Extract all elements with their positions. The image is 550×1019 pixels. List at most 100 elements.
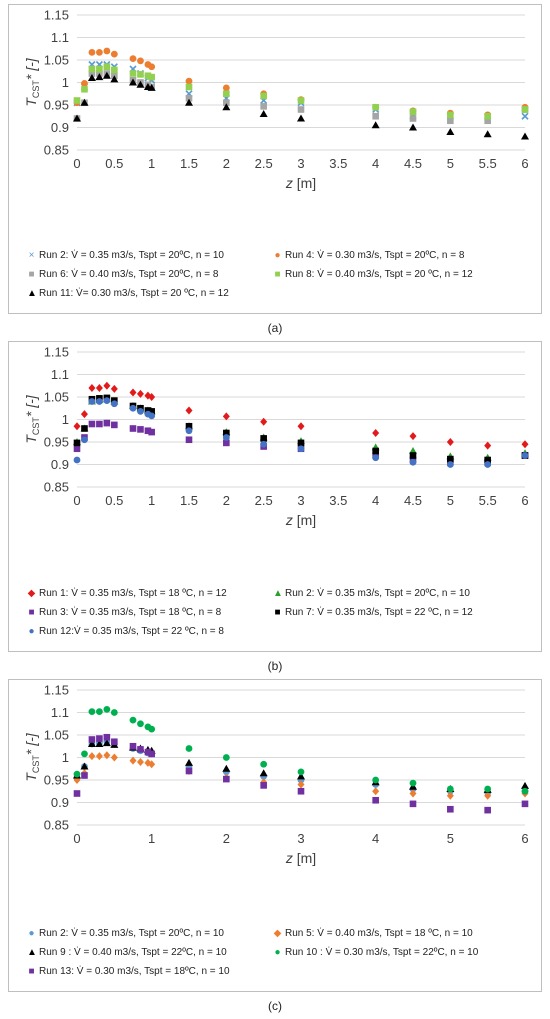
square-marker-icon: ■ [28, 607, 35, 618]
y-tick-label: 1.15 [44, 8, 69, 23]
data-point [137, 71, 144, 78]
caption-b: (b) [267, 659, 283, 673]
data-point [260, 440, 268, 448]
data-point [102, 739, 111, 747]
data-point [129, 388, 137, 397]
x-tick-label: 3 [297, 493, 304, 508]
series-5 [73, 397, 529, 468]
data-point [103, 419, 111, 427]
data-point [80, 410, 88, 419]
y-tick-label: 0.85 [44, 818, 69, 833]
data-point [87, 740, 96, 747]
x-tick-label: 1 [148, 156, 155, 171]
data-point [484, 456, 491, 464]
data-point [260, 782, 267, 789]
data-point [297, 780, 305, 789]
data-point [88, 48, 96, 56]
y-tick-label: 1.05 [44, 728, 69, 743]
data-point [185, 406, 193, 415]
y-axis-label: TCST* [-] [23, 57, 41, 106]
data-point [73, 445, 81, 453]
data-point [103, 751, 111, 760]
data-point [110, 753, 118, 762]
data-point [129, 742, 137, 750]
data-point [148, 760, 156, 769]
legend-item: ● Run 4: V̇ = 0.30 m3/s, Tspt = 20ºC, n =… [273, 249, 464, 262]
series-1 [73, 381, 529, 450]
data-point [87, 74, 96, 81]
y-tick-label: 1.15 [44, 345, 69, 360]
x-tick-label: 5 [447, 831, 454, 846]
data-point [185, 98, 193, 106]
data-point [446, 785, 454, 793]
data-point [259, 769, 268, 777]
data-point [96, 48, 103, 56]
data-point [111, 421, 118, 429]
data-point [372, 447, 379, 455]
legend-label: Run 11: V̇= 0.30 m3/s, Tspt = 20 ºC, n =… [39, 288, 229, 299]
chart-panel-b: 0.85 0.9 0.95 1 1.05 1.1 1.15 0 0.5 1 1.5 2 2.5 3 3.5 4… [8, 341, 542, 652]
x-tick-label: 2.5 [255, 156, 273, 171]
x-tick-label: 4 [372, 831, 379, 846]
y-tick-label: 1.05 [44, 390, 69, 405]
data-point [483, 130, 492, 138]
data-point [73, 439, 81, 447]
y-tick-label: 0.9 [51, 457, 69, 472]
data-point [95, 384, 103, 392]
x-tick-label: 2 [223, 831, 230, 846]
x-tick-label: 1 [148, 831, 155, 846]
y-tick-label: 1.15 [44, 683, 69, 698]
data-point [129, 756, 137, 765]
legend-item: ■ Run 13: V̇ = 0.30 m3/s, Tspt = 18ºC, n … [27, 965, 229, 978]
x-tick-label: 0 [73, 831, 80, 846]
y-tick-label: 0.85 [44, 143, 69, 158]
data-point [521, 132, 529, 140]
data-point [103, 47, 111, 55]
circle-marker-icon: ● [274, 250, 281, 261]
data-point [81, 425, 88, 432]
data-point [102, 71, 111, 79]
data-point [222, 84, 230, 92]
x-tick-label: 6 [521, 493, 528, 508]
data-point [409, 432, 417, 441]
data-point [96, 420, 103, 428]
data-point [110, 75, 119, 83]
legend-label: Run 2: V̇ = 0.35 m3/s, Tspt = 20ºC, n = … [285, 588, 470, 599]
data-point [372, 429, 380, 437]
x-tick-label: 6 [521, 831, 528, 846]
chart-b: 0.85 0.9 0.95 1 1.05 1.1 1.15 0 0.5 1 1.5 2 2.5 3 3.5 4… [23, 345, 529, 528]
data-point [148, 428, 155, 436]
x-axis-label: z [m] [285, 175, 316, 191]
data-point [409, 123, 417, 131]
legend-item: ● Run 10 : V̇ = 0.30 m3/s, Tspt = 22ºC, n… [273, 946, 478, 959]
data-point [73, 97, 81, 104]
data-point [521, 452, 529, 459]
legend-label: Run 2: V̇ = 0.35 m3/s, Tspt = 20ºC, n = … [39, 928, 224, 939]
data-point [446, 461, 454, 468]
data-point [110, 709, 118, 716]
data-point [81, 85, 88, 93]
circle-marker-icon: ● [28, 928, 35, 939]
legend-item: ● Run 2: V̇ = 0.35 m3/s, Tspt = 20ºC, n =… [27, 927, 224, 940]
diamond-marker-icon: ◆ [27, 588, 36, 599]
data-point [148, 750, 155, 758]
data-point [185, 427, 193, 435]
data-point [521, 440, 529, 449]
data-point [148, 393, 156, 401]
x-axis-label: z [m] [285, 850, 316, 866]
x-tick-label: 1.5 [180, 156, 198, 171]
data-point [148, 412, 156, 420]
data-point [521, 781, 529, 789]
data-point [409, 115, 417, 122]
data-point [222, 103, 231, 111]
legend-label: Run 1: V̇ = 0.35 m3/s, Tspt = 18 ºC, n =… [39, 588, 227, 599]
data-point [88, 70, 96, 77]
series-5 [73, 71, 529, 140]
legend-label: Run 10 : V̇ = 0.30 m3/s, Tspt = 22ºC, n … [285, 947, 479, 958]
data-point [129, 716, 137, 724]
data-point [297, 768, 305, 776]
x-tick-label: 3.5 [329, 493, 347, 508]
data-point [185, 83, 193, 91]
y-tick-label: 1.1 [51, 30, 69, 45]
x-tick-label: 3 [297, 831, 304, 846]
